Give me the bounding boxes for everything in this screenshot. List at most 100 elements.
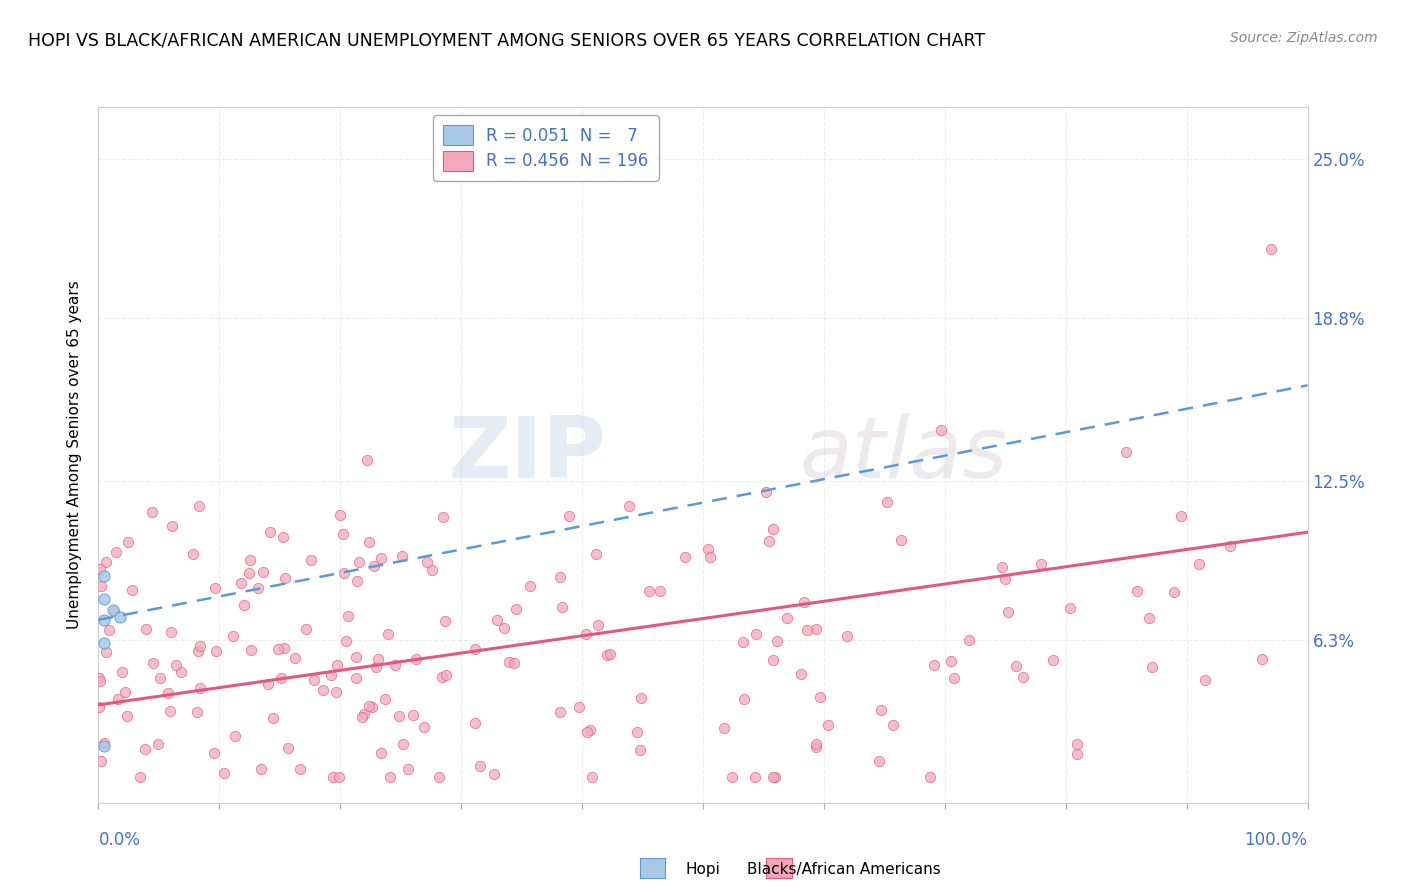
Point <box>159 624 181 639</box>
Text: HOPI VS BLACK/AFRICAN AMERICAN UNEMPLOYMENT AMONG SENIORS OVER 65 YEARS CORRELAT: HOPI VS BLACK/AFRICAN AMERICAN UNEMPLOYM… <box>28 31 986 49</box>
Point <box>288 763 311 777</box>
Point <box>585 547 607 561</box>
Point <box>111 665 134 679</box>
Text: atlas: atlas <box>800 413 1008 497</box>
Point <box>434 668 457 682</box>
Point <box>359 698 381 713</box>
Point <box>370 747 392 761</box>
Point <box>576 724 599 739</box>
Point <box>353 707 375 722</box>
Point <box>427 770 450 784</box>
Point <box>135 622 157 636</box>
Point <box>202 746 225 760</box>
Point <box>574 626 596 640</box>
Point <box>464 641 486 656</box>
Point <box>329 508 352 523</box>
Point <box>388 709 411 723</box>
Point <box>364 659 387 673</box>
Point <box>1194 673 1216 687</box>
Point <box>204 582 226 596</box>
Point <box>599 647 621 661</box>
Point <box>626 724 648 739</box>
Point <box>146 737 169 751</box>
Point <box>498 655 520 669</box>
Point <box>485 613 508 627</box>
Point <box>548 569 571 583</box>
Point <box>766 634 789 648</box>
Point <box>229 576 252 591</box>
Point <box>267 642 290 657</box>
Point <box>808 690 831 704</box>
Point <box>374 692 396 706</box>
Point <box>793 595 815 609</box>
Text: ZIP: ZIP <box>449 413 606 497</box>
Point <box>170 665 193 679</box>
Point <box>93 613 115 627</box>
Point <box>377 627 399 641</box>
Point <box>870 703 893 717</box>
Point <box>503 656 526 670</box>
Point <box>762 770 785 784</box>
Point <box>93 592 115 607</box>
Point <box>356 452 378 467</box>
Point <box>596 648 619 663</box>
Legend: R = 0.051  N =   7, R = 0.456  N = 196: R = 0.051 N = 7, R = 0.456 N = 196 <box>433 115 658 180</box>
Point <box>1260 242 1282 256</box>
Point <box>384 658 406 673</box>
Point <box>284 650 307 665</box>
Point <box>699 549 721 564</box>
Point <box>336 609 359 624</box>
Point <box>929 423 952 437</box>
Point <box>299 553 322 567</box>
Point <box>505 602 527 616</box>
Point <box>148 671 170 685</box>
Point <box>328 770 350 784</box>
Point <box>1115 445 1137 459</box>
Point <box>94 645 117 659</box>
Point <box>187 499 209 513</box>
Point <box>89 673 111 688</box>
Point <box>391 549 413 563</box>
Point <box>321 667 343 681</box>
Point <box>1066 747 1088 761</box>
Point <box>733 692 755 706</box>
Point <box>325 658 347 673</box>
Point <box>413 720 436 734</box>
Point <box>121 582 143 597</box>
Point <box>101 602 124 616</box>
Point <box>129 770 152 784</box>
Point <box>357 535 380 549</box>
Point <box>579 723 602 737</box>
Point <box>325 685 347 699</box>
Point <box>94 555 117 569</box>
Point <box>1170 509 1192 524</box>
Point <box>391 737 413 751</box>
Point <box>295 622 318 636</box>
Point <box>731 635 754 649</box>
Point <box>994 572 1017 586</box>
Point <box>346 574 368 588</box>
Point <box>259 525 281 540</box>
Point <box>114 685 136 699</box>
Point <box>630 690 652 705</box>
Point <box>637 584 659 599</box>
Point <box>222 629 245 643</box>
Point <box>673 550 696 565</box>
Point <box>648 584 671 599</box>
Point <box>796 623 818 637</box>
Point <box>628 743 651 757</box>
Point <box>270 671 292 685</box>
Point <box>1011 670 1033 684</box>
Point <box>233 598 256 612</box>
Point <box>804 737 827 751</box>
Point <box>350 710 373 724</box>
Point <box>162 518 184 533</box>
Point <box>1066 737 1088 751</box>
Point <box>1004 658 1026 673</box>
Point <box>344 671 367 685</box>
Point <box>997 605 1019 619</box>
Point <box>302 673 325 688</box>
Point <box>117 534 139 549</box>
Point <box>247 581 270 595</box>
Point <box>433 614 456 628</box>
